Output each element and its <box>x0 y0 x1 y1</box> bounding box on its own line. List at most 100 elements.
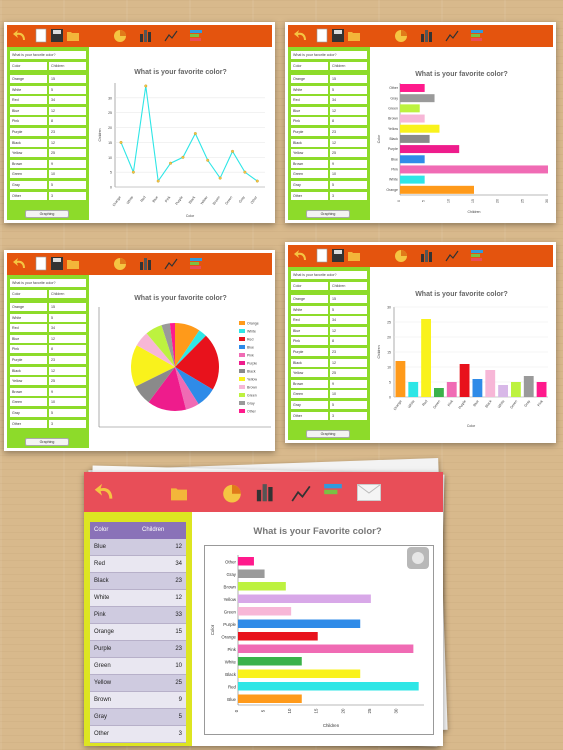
children-cell[interactable]: 12 <box>49 366 86 375</box>
folder-icon[interactable] <box>66 256 80 271</box>
color-cell[interactable]: Blue <box>291 106 328 115</box>
children-cell[interactable]: 12 <box>49 334 86 343</box>
children-cell[interactable]: 5 <box>49 313 86 322</box>
new-document-icon[interactable] <box>315 28 329 43</box>
survey-title-field[interactable]: What is your favorite color? <box>291 51 367 59</box>
color-cell[interactable]: White <box>10 313 47 322</box>
bar-chart-icon[interactable] <box>138 256 152 271</box>
color-cell[interactable]: Gray <box>10 409 47 417</box>
color-cell[interactable]: Pink <box>10 345 47 354</box>
children-cell[interactable]: 25 <box>49 149 86 158</box>
children-cell[interactable]: 34 <box>330 316 367 325</box>
color-cell[interactable]: Orange <box>291 295 328 303</box>
children-cell[interactable]: 5 <box>330 305 367 314</box>
color-cell[interactable]: White <box>291 85 328 94</box>
children-cell[interactable]: 3 <box>330 191 367 200</box>
children-cell[interactable]: 34 <box>49 96 86 105</box>
new-document-icon[interactable] <box>315 248 329 263</box>
color-cell[interactable]: Red <box>10 96 47 105</box>
graphing-button[interactable]: Graphing <box>306 430 350 438</box>
children-cell[interactable]: 12 <box>330 138 367 147</box>
color-cell[interactable]: Green <box>10 398 47 407</box>
bar-chart-icon[interactable] <box>138 28 152 43</box>
graphing-button[interactable]: Graphing <box>25 210 69 218</box>
line-chart-icon[interactable] <box>290 482 312 504</box>
bar-chart-icon[interactable] <box>254 481 274 503</box>
children-cell[interactable]: 34 <box>330 96 367 105</box>
pie-chart-icon[interactable] <box>221 482 243 504</box>
color-cell[interactable]: Yellow <box>10 377 47 386</box>
bar-chart-icon[interactable] <box>419 248 433 263</box>
children-cell[interactable]: 10 <box>49 170 86 179</box>
children-cell[interactable]: 12 <box>330 326 367 335</box>
children-cell[interactable]: 25 <box>330 149 367 158</box>
table-row[interactable]: Blue 12 <box>90 539 186 556</box>
new-document-icon[interactable] <box>34 28 48 43</box>
color-cell[interactable]: Gray <box>291 181 328 189</box>
children-cell[interactable]: 12 <box>330 358 367 367</box>
children-cell[interactable]: 10 <box>49 398 86 407</box>
children-cell[interactable]: 12 <box>49 106 86 115</box>
color-cell[interactable]: Black <box>291 138 328 147</box>
folder-icon[interactable] <box>66 28 80 43</box>
children-cell[interactable]: 8 <box>330 337 367 346</box>
undo-icon[interactable] <box>94 481 116 503</box>
horizontal-bar-icon[interactable] <box>470 248 484 263</box>
table-row[interactable]: Green 10 <box>90 658 186 675</box>
color-cell[interactable]: Green <box>10 170 47 179</box>
save-icon[interactable] <box>50 28 64 43</box>
children-cell[interactable]: 25 <box>49 377 86 386</box>
children-cell[interactable]: 10 <box>330 390 367 399</box>
color-cell[interactable]: Brown <box>10 159 47 168</box>
color-cell[interactable]: Black <box>10 366 47 375</box>
children-cell[interactable]: 25 <box>330 369 367 378</box>
color-cell[interactable]: Pink <box>291 337 328 346</box>
color-cell[interactable]: Red <box>291 96 328 105</box>
color-cell[interactable]: Red <box>291 316 328 325</box>
children-cell[interactable]: 15 <box>49 75 86 83</box>
color-cell[interactable]: Pink <box>10 117 47 126</box>
children-cell[interactable]: 9 <box>49 159 86 168</box>
children-cell[interactable]: 8 <box>49 117 86 126</box>
children-cell[interactable]: 23 <box>49 356 86 364</box>
save-icon[interactable] <box>331 28 345 43</box>
survey-title-field[interactable]: What is your favorite color? <box>10 279 86 287</box>
children-cell[interactable]: 5 <box>330 181 367 189</box>
color-cell[interactable]: Red <box>10 324 47 333</box>
children-cell[interactable]: 3 <box>49 191 86 200</box>
table-row[interactable]: White 12 <box>90 590 186 607</box>
children-cell[interactable]: 12 <box>330 106 367 115</box>
color-cell[interactable]: Purple <box>10 128 47 136</box>
horizontal-bar-icon[interactable] <box>189 256 203 271</box>
table-row[interactable]: Gray 5 <box>90 709 186 726</box>
table-row[interactable]: Other 3 <box>90 726 186 743</box>
children-cell[interactable]: 5 <box>330 401 367 409</box>
folder-icon[interactable] <box>168 483 190 503</box>
survey-title-field[interactable]: What is your favorite color? <box>291 271 367 279</box>
children-cell[interactable]: 3 <box>49 419 86 428</box>
color-cell[interactable]: Purple <box>291 348 328 356</box>
horizontal-bar-icon[interactable] <box>189 28 203 43</box>
color-cell[interactable]: Brown <box>291 379 328 388</box>
children-cell[interactable]: 15 <box>49 303 86 311</box>
table-row[interactable]: Brown 9 <box>90 692 186 709</box>
children-cell[interactable]: 12 <box>49 138 86 147</box>
table-row[interactable]: Red 34 <box>90 556 186 573</box>
color-cell[interactable]: Other <box>291 191 328 200</box>
color-cell[interactable]: Yellow <box>291 369 328 378</box>
table-row[interactable]: Yellow 25 <box>90 675 186 692</box>
children-cell[interactable]: 5 <box>49 85 86 94</box>
color-cell[interactable]: Brown <box>291 159 328 168</box>
undo-icon[interactable] <box>294 28 308 43</box>
settings-toggle-icon[interactable] <box>406 546 430 570</box>
color-cell[interactable]: Blue <box>291 326 328 335</box>
color-cell[interactable]: Yellow <box>291 149 328 158</box>
folder-icon[interactable] <box>347 28 361 43</box>
color-cell[interactable]: White <box>291 305 328 314</box>
color-cell[interactable]: Purple <box>10 356 47 364</box>
color-cell[interactable]: Black <box>291 358 328 367</box>
color-cell[interactable]: Yellow <box>10 149 47 158</box>
color-cell[interactable]: Other <box>291 411 328 420</box>
color-cell[interactable]: Blue <box>10 106 47 115</box>
color-cell[interactable]: White <box>10 85 47 94</box>
